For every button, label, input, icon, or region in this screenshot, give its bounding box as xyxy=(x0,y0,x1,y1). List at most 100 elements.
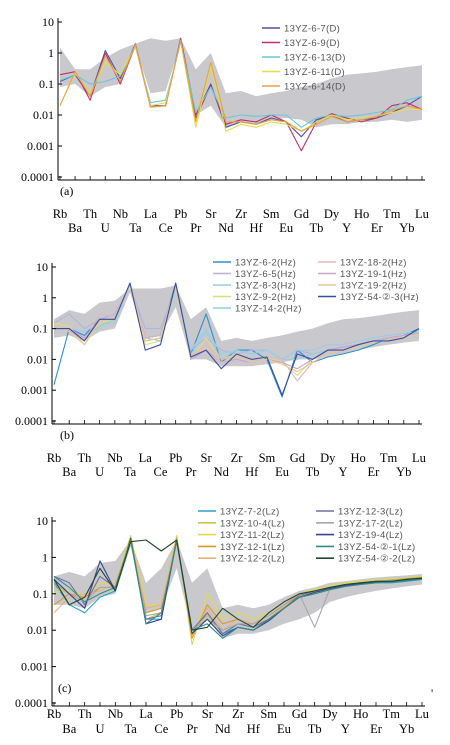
x-tick-label-ce: Ce xyxy=(154,465,168,479)
series-line-5 xyxy=(59,39,423,132)
edge-mark: ' xyxy=(431,686,433,700)
panel-label: (c) xyxy=(58,681,71,695)
x-tick-label-eu: Eu xyxy=(275,465,290,479)
x-tick-label-ho: Ho xyxy=(354,207,369,221)
y-tick-label: 10 xyxy=(42,15,54,29)
x-tick-label-pb: Pb xyxy=(169,451,182,465)
legend-label: 13YZ-6-14(D) xyxy=(284,82,346,93)
series-line-3 xyxy=(59,41,423,128)
y-tick-label: 0.001 xyxy=(27,139,54,153)
y-tick-label: 0.01 xyxy=(27,623,48,637)
x-tick-label-y: Y xyxy=(341,722,350,736)
legend-label: 13YZ-54-②-2(Lz) xyxy=(338,554,415,565)
x-tick-label-sm: Sm xyxy=(263,207,280,221)
legend-label: 13YZ-7-2(Lz) xyxy=(220,507,280,518)
x-tick-label-pr: Pr xyxy=(185,465,197,479)
x-tick-label-sm: Sm xyxy=(260,707,277,721)
panel-label: (b) xyxy=(60,428,74,442)
x-tick-label-eu: Eu xyxy=(277,722,292,736)
x-tick-label-hf: Hf xyxy=(247,722,261,736)
y-tick-label: 0.1 xyxy=(33,322,48,336)
x-tick-label-la: La xyxy=(144,207,158,221)
x-tick-label-dy: Dy xyxy=(322,707,338,721)
panel-a: 10 1 0.1 0.01 0.001 0.0001 RbBaThUNbTaLaCePbPr… xyxy=(21,15,430,235)
legend-label: 13YZ-54-②-3(Hz) xyxy=(340,292,419,303)
x-tick-label-pr: Pr xyxy=(190,221,202,235)
panel-label: (a) xyxy=(60,184,73,198)
reference-field-area xyxy=(54,285,419,367)
x-tick-label-zr: Zr xyxy=(232,707,245,721)
x-tick-label-tm: Tm xyxy=(380,451,398,465)
legend-label: 13YZ-17-2(Lz) xyxy=(338,518,403,529)
series-line-10 xyxy=(53,539,423,631)
x-tick-label-hf: Hf xyxy=(245,465,259,479)
x-tick-label-lu: Lu xyxy=(415,207,430,221)
series-line-9 xyxy=(53,539,423,639)
x-tick-label-zr: Zr xyxy=(235,207,248,221)
y-tick-label: 0.0001 xyxy=(21,170,54,184)
x-tick-label-nb: Nb xyxy=(113,207,128,221)
legend-label: 13YZ-6-13(D) xyxy=(284,53,346,64)
legend-label: 13YZ-6-9(D) xyxy=(284,38,340,49)
x-tick-label-nd: Nd xyxy=(214,465,230,479)
y-tick-label: 0.001 xyxy=(21,660,48,674)
x-tick-label-rb: Rb xyxy=(47,707,62,721)
x-tick-label-u: U xyxy=(101,221,110,235)
legend-label: 13YZ-19-1(Hz) xyxy=(340,269,407,280)
y-tick-label: 0.0001 xyxy=(15,696,48,710)
x-tick-label-tb: Tb xyxy=(309,221,323,235)
y-tick-label: 0.001 xyxy=(21,383,48,397)
x-tick-label-gd: Gd xyxy=(290,451,306,465)
legend-label: 13YZ-12-1(Lz) xyxy=(220,542,285,553)
y-tick-label: 10 xyxy=(36,514,48,528)
x-tick-label-yb: Yb xyxy=(399,221,414,235)
y-tick-label: 10 xyxy=(36,260,48,274)
x-tick-label-la: La xyxy=(139,707,153,721)
x-tick-label-sr: Sr xyxy=(205,207,217,221)
x-tick-label-hf: Hf xyxy=(249,221,263,235)
legend: 13YZ-6-7(D) 13YZ-6-9(D) 13YZ-6-13(D) 13YZ-6… xyxy=(262,24,346,93)
x-tick-label-dy: Dy xyxy=(324,207,340,221)
x-tick-label-ho: Ho xyxy=(351,451,366,465)
y-tick-label: 1 xyxy=(42,291,48,305)
x-tick-label-nb: Nb xyxy=(108,707,123,721)
reference-field-area xyxy=(60,38,422,128)
x-tick-label-tb: Tb xyxy=(308,722,322,736)
legend-label: 13YZ-8-3(Hz) xyxy=(235,281,296,292)
legend-label: 13YZ-14-2(Hz) xyxy=(235,304,302,315)
y-tick-label: 0.1 xyxy=(33,587,48,601)
x-tick-label-pb: Pb xyxy=(170,707,183,721)
legend-label: 13YZ-19-2(Hz) xyxy=(340,281,407,292)
x-tick-label-ce: Ce xyxy=(154,722,168,736)
legend-label: 13YZ-9-2(Hz) xyxy=(235,292,296,303)
x-tick-label-eu: Eu xyxy=(279,221,294,235)
y-tick-label: 0.01 xyxy=(27,352,48,366)
x-tick-label-ta: Ta xyxy=(124,465,137,479)
legend-label: 13YZ-12-2(Lz) xyxy=(220,554,285,565)
x-tick-label-y: Y xyxy=(338,465,347,479)
legend-label: 13YZ-6-2(Hz) xyxy=(235,258,296,269)
series-line-2 xyxy=(59,39,423,152)
x-tick-label-tm: Tm xyxy=(383,207,401,221)
x-tick-label-ho: Ho xyxy=(353,707,368,721)
x-tick-label-ce: Ce xyxy=(159,221,173,235)
x-tick-label-nb: Nb xyxy=(107,451,122,465)
x-tick-label-y: Y xyxy=(342,221,351,235)
x-tick-label-la: La xyxy=(139,451,153,465)
legend: 13YZ-7-2(Lz)13YZ-10-4(Lz)13YZ-11-2(Lz)13… xyxy=(198,507,415,565)
x-tick-label-sm: Sm xyxy=(259,451,276,465)
legend-label: 13YZ-6-7(D) xyxy=(284,24,340,35)
x-tick-label-u: U xyxy=(95,722,104,736)
x-tick-label-er: Er xyxy=(370,722,383,736)
panel-b: 10 1 0.1 0.01 0.001 0.0001 RbBaThUNbTaLaCePbPr… xyxy=(15,258,427,480)
x-tick-label-sr: Sr xyxy=(202,707,214,721)
x-tick-label-th: Th xyxy=(77,451,92,465)
x-tick-label-nd: Nd xyxy=(218,221,234,235)
x-tick-label-ba: Ba xyxy=(62,722,76,736)
x-tick-label-yb: Yb xyxy=(399,722,414,736)
x-tick-label-nd: Nd xyxy=(215,722,231,736)
x-tick-label-dy: Dy xyxy=(320,451,336,465)
x-tick-label-er: Er xyxy=(367,465,380,479)
y-tick-label: 1 xyxy=(48,46,54,60)
